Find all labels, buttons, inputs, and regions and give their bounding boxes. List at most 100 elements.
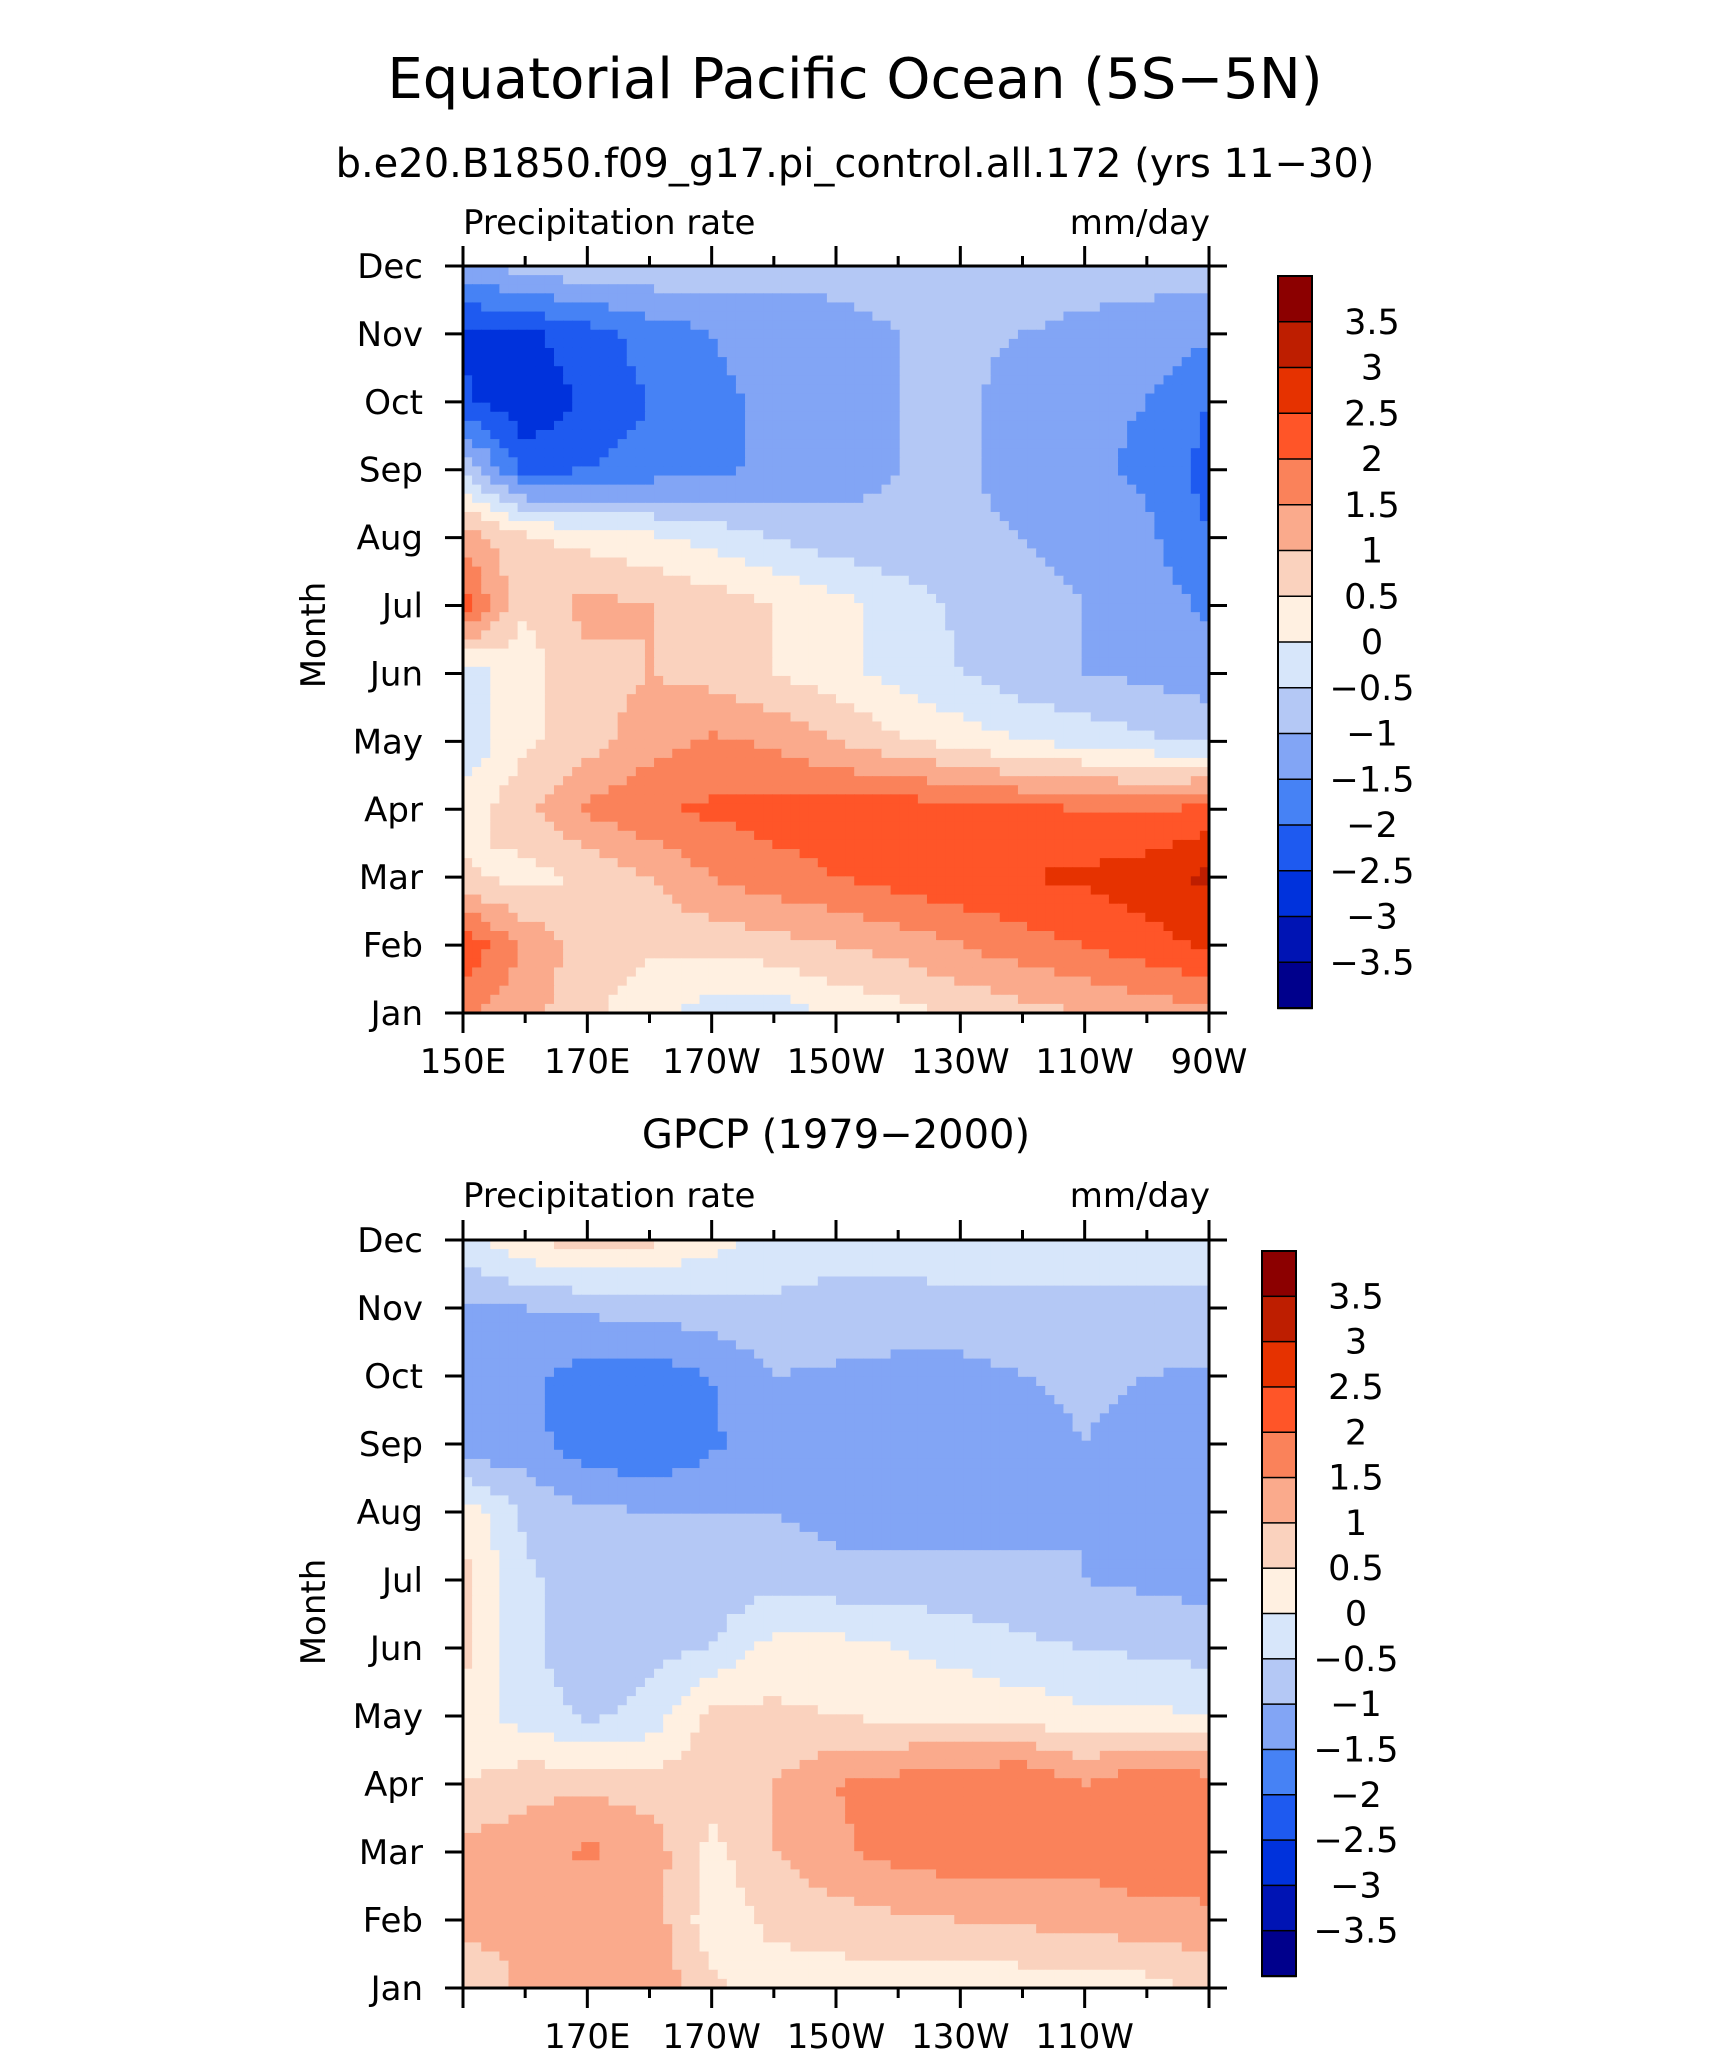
panel-model-cell [508, 338, 519, 349]
panel-model-cell [708, 575, 719, 586]
panel-model-cell [599, 466, 610, 477]
panel-model-cell [626, 767, 637, 777]
panel-model-cell [1181, 475, 1192, 486]
panel-model-cell [1008, 293, 1019, 304]
panel-model-cell [772, 603, 783, 613]
panel-model-cell [463, 785, 473, 795]
panel-model-cell [854, 703, 864, 713]
panel-model-cell [726, 621, 737, 631]
panel-model-cell [535, 521, 546, 531]
panel-model-cell [699, 284, 710, 294]
panel-model-cell [981, 621, 992, 631]
panel-model-cell [1181, 785, 1192, 795]
panel-model-cell [581, 311, 591, 322]
panel-model-cell [817, 748, 828, 759]
panel-model-cell [890, 457, 901, 468]
panel-model-cell [563, 429, 573, 440]
panel-model-cell [972, 584, 983, 595]
panel-model-cell [735, 402, 746, 413]
panel-model-cell [517, 493, 528, 504]
panel-model-cell [926, 530, 937, 540]
panel-model-cell [972, 539, 983, 549]
panel-model-cell [945, 448, 955, 458]
panel-model-cell [644, 776, 655, 786]
panel-model-cell [626, 621, 637, 631]
panel-model-cell [481, 293, 491, 304]
panel-model-cell [644, 812, 655, 823]
panel-model-cell [1181, 420, 1192, 431]
panel-model-cell [663, 429, 673, 440]
panel-model-cell [917, 675, 928, 686]
panel-model-cell [954, 776, 964, 786]
panel-model-cell [717, 703, 728, 713]
panel-model-cell [1181, 648, 1192, 659]
panel-model-cell [763, 657, 773, 668]
panel-model-cell [490, 484, 500, 495]
panel-model-cell [472, 566, 482, 577]
panel-model-cell [881, 694, 892, 704]
panel-model-cell [499, 266, 510, 276]
panel-model-cell [981, 739, 992, 750]
panel-model-cell [1027, 266, 1037, 276]
panel-model-cell [499, 548, 510, 559]
panel-model-cell [708, 584, 719, 595]
panel-model-cell [644, 557, 655, 568]
panel-model-cell [608, 293, 619, 304]
panel-model-cell [572, 584, 582, 595]
panel-model-cell [954, 366, 964, 376]
panel-model-cell [690, 621, 701, 631]
panel-model-cell [481, 375, 491, 386]
panel-model-cell [808, 420, 819, 431]
panel-model-cell [699, 302, 710, 313]
panel-model-cell [1199, 584, 1210, 595]
panel-model-cell [1172, 429, 1183, 440]
panel-model-cell [790, 548, 801, 559]
panel-model-cell [1081, 739, 1092, 750]
panel-model-cell [954, 284, 964, 294]
panel-model-cell [1181, 575, 1192, 586]
panel-model-cell [699, 411, 710, 422]
panel-model-cell [1108, 794, 1119, 805]
panel-model-cell [608, 448, 619, 458]
panel-model-cell [1154, 730, 1165, 741]
panel-model-cell [1127, 776, 1137, 786]
panel-model-cell [1008, 311, 1019, 322]
panel-model-cell [899, 521, 910, 531]
panel-model-cell [845, 812, 855, 823]
panel-model-cell [808, 767, 819, 777]
panel-model-cell [617, 420, 628, 431]
panel-model-cell [772, 666, 783, 677]
panel-model-cell [517, 548, 528, 559]
panel-model-cell [963, 493, 974, 504]
panel-model-cell [463, 539, 473, 549]
panel-model-cell [517, 612, 528, 622]
panel-model-cell [1081, 621, 1092, 631]
panel-model-cell [781, 284, 792, 294]
panel-model-cell [854, 429, 864, 440]
panel-model-cell [508, 393, 519, 404]
panel-model-cell [890, 439, 901, 449]
panel-model-cell [890, 347, 901, 358]
panel-model-cell [945, 402, 955, 413]
panel-model-cell [945, 539, 955, 549]
panel-model-cell [572, 457, 582, 468]
panel-model-cell [781, 712, 792, 723]
panel-model-cell [781, 603, 792, 613]
panel-model-cell [1127, 275, 1137, 285]
panel-model-cell [581, 630, 591, 641]
panel-model-cell [926, 357, 937, 367]
panel-model-cell [999, 812, 1010, 823]
panel-model-cell [763, 439, 773, 449]
panel-model-cell [672, 384, 682, 395]
panel-model-cell [1072, 329, 1083, 340]
panel-model-cell [654, 466, 664, 477]
panel-model-cell [535, 347, 546, 358]
panel-model-cell [1017, 293, 1028, 304]
panel-model-cell [681, 384, 692, 395]
panel-model-cell [672, 712, 682, 723]
panel-model-cell [772, 730, 783, 741]
panel-model-cell [1045, 393, 1055, 404]
panel-model-cell [745, 275, 755, 285]
panel-model-cell [599, 612, 610, 622]
panel-model-cell [999, 666, 1010, 677]
